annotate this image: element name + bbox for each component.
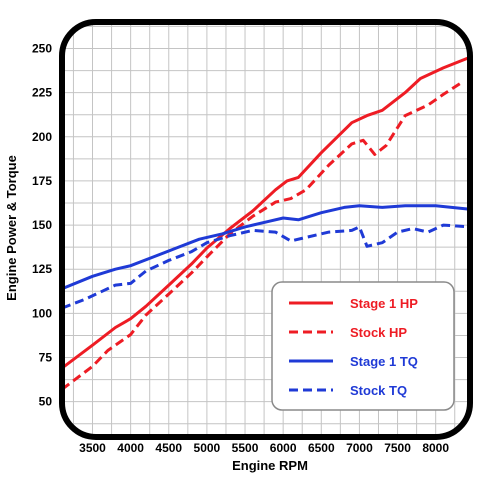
- series-line-3: [62, 223, 470, 310]
- x-tick-label: 8000: [422, 441, 449, 455]
- x-tick-labels: 3500 4000 4500 5000 5500 6000 6500 7000 7500 8000: [79, 441, 449, 455]
- x-axis-title: Engine RPM: [232, 458, 308, 473]
- y-axis-title: Engine Power & Torque: [4, 155, 19, 301]
- legend-label: Stock TQ: [350, 383, 407, 398]
- plot-frame: [59, 19, 473, 440]
- legend-label: Stock HP: [350, 325, 407, 340]
- x-tick-label: 6500: [308, 441, 335, 455]
- x-tick-label: 4000: [117, 441, 144, 455]
- series-line-0: [62, 55, 470, 370]
- series-layer: [62, 55, 470, 391]
- x-tick-label: 7000: [346, 441, 373, 455]
- series-line-1: [62, 80, 464, 391]
- y-tick-label: 75: [39, 351, 53, 365]
- y-tick-label: 225: [32, 86, 52, 100]
- y-tick-label: 200: [32, 130, 52, 144]
- y-tick-label: 175: [32, 174, 52, 188]
- x-tick-label: 5500: [232, 441, 259, 455]
- x-tick-label: 4500: [155, 441, 182, 455]
- x-tick-label: 6000: [270, 441, 297, 455]
- legend-box: [271, 281, 455, 411]
- x-tick-label: 7500: [384, 441, 411, 455]
- x-tick-label: 5000: [194, 441, 221, 455]
- y-tick-labels: 50 75 100 125 150 175 200 225 250: [32, 41, 52, 408]
- series-line-2: [62, 204, 470, 291]
- y-tick-label: 125: [32, 262, 52, 276]
- x-tick-label: 3500: [79, 441, 106, 455]
- legend-label: Stage 1 HP: [350, 296, 418, 311]
- legend: Stage 1 HP Stock HP Stage 1 TQ Stock TQ: [271, 281, 455, 411]
- y-tick-label: 250: [32, 41, 52, 55]
- y-tick-label: 150: [32, 218, 52, 232]
- y-tick-label: 50: [39, 395, 53, 409]
- legend-label: Stage 1 TQ: [350, 354, 418, 369]
- y-tick-label: 100: [32, 306, 52, 320]
